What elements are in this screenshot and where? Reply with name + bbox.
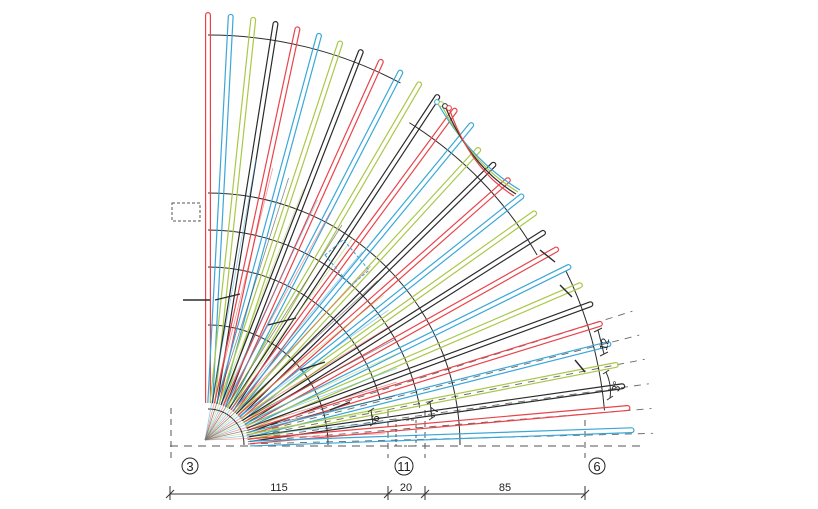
outer-tick-arc (207, 34, 401, 84)
cranked-bar (448, 107, 515, 197)
bar-leg-line (204, 309, 389, 441)
reinforcement-bar (228, 94, 441, 412)
bar-end-hook (446, 105, 452, 111)
reinforcement-bar (241, 229, 546, 426)
reinforcement-bar (246, 301, 594, 434)
reinforcement-bar (249, 405, 631, 445)
reinforcement-bar (222, 58, 384, 408)
dashed-radial-line (247, 358, 645, 438)
bar-leg-line (204, 294, 384, 441)
reinforcement-bars (204, 12, 635, 447)
axis-label-6: 6 (588, 457, 606, 475)
bar-leg-line (204, 433, 385, 441)
bar-leg-line (204, 408, 393, 441)
bar-leg-line (204, 381, 397, 441)
dashed-box-bottom (395, 419, 417, 447)
reinforcement-bar (232, 122, 475, 415)
bar-leg-line (204, 324, 393, 441)
cranked-bar (440, 103, 519, 193)
outer-tick-arc (409, 122, 538, 256)
tick-mark (214, 293, 241, 301)
reinforcement-bar (224, 69, 404, 410)
svg-text:3: 3 (186, 459, 193, 474)
bar-leg-line (204, 238, 353, 441)
cranked-bar (436, 101, 521, 191)
reinforcement-bar (247, 341, 612, 438)
small-dimension-6: 6 (367, 407, 383, 427)
dimension-marks (183, 99, 586, 411)
axis-label-11: 11 (394, 456, 414, 476)
tick-mark (574, 359, 586, 373)
reinforcement-bar (218, 40, 344, 407)
reinforcement-bar (247, 320, 603, 436)
bar-leg-line (204, 353, 397, 441)
reinforcement-bar (213, 26, 301, 405)
bar-leg-line (204, 224, 343, 441)
bar-leg-line (204, 265, 371, 441)
reinforcement-bar (237, 177, 511, 420)
axis-label-3: 3 (181, 457, 199, 475)
svg-text:11: 11 (397, 459, 411, 474)
bar-leg-line (204, 421, 390, 441)
bar-leg-line (204, 251, 363, 441)
bar-leg-line (204, 339, 396, 441)
angle-3deg-marker: 3° (602, 369, 624, 401)
reinforcement-bar (244, 264, 572, 430)
dashed-radial-line (247, 383, 649, 440)
reinforcement-bar (211, 21, 279, 405)
bar-leg-line (204, 168, 274, 441)
reinforcement-bar (226, 81, 423, 411)
dimension-115: 115 (270, 482, 288, 494)
reinforcement-bar (249, 427, 635, 447)
tick-mark (559, 284, 573, 298)
tick-mark (299, 361, 326, 371)
tick-mark (267, 317, 297, 326)
dimension-20: 20 (400, 482, 412, 494)
small-dimension-7: 7 (426, 399, 442, 421)
bar-leg-line (204, 367, 398, 441)
bar-leg-line (204, 395, 396, 441)
dimension-85: 85 (499, 482, 511, 494)
bar-leg-line (204, 188, 304, 441)
svg-text:6: 6 (593, 459, 600, 474)
construction-arc (207, 266, 381, 400)
reinforcement-bar (243, 246, 560, 428)
tick-mark (329, 401, 351, 411)
bar-leg-line (204, 280, 378, 441)
reinforcement-bar (248, 362, 619, 440)
dashed-radial-line (246, 334, 640, 436)
reinforcement-bar (240, 210, 538, 424)
reinforcement-bar (205, 12, 211, 403)
outer-tick-arc (565, 270, 605, 411)
dashed-box-left (171, 202, 201, 222)
bottom-dimension-line: 115 20 85 (165, 482, 590, 500)
cranked-bar (444, 105, 517, 195)
svg-text:7: 7 (429, 406, 442, 414)
dashed-radial-line (246, 310, 633, 434)
reinforcement-bar (245, 282, 583, 432)
reinforcement-bar (230, 107, 458, 413)
reinforcement-bar (249, 383, 626, 443)
bar-leg-line (204, 159, 257, 441)
reinforcement-bar (216, 32, 322, 406)
bar-leg-line (204, 211, 331, 441)
reinforcement-bar (220, 49, 364, 407)
tick-mark (539, 249, 556, 263)
reinforcement-bar (235, 161, 497, 418)
dimension-12: 12 (598, 337, 612, 351)
svg-text:6: 6 (370, 414, 383, 422)
bar-leg-line (204, 199, 318, 441)
reinforcement-bar (207, 13, 234, 404)
reinforcement-bar (234, 147, 482, 417)
bar-leg-line (204, 177, 289, 441)
reinforcement-bar (239, 193, 525, 422)
dashed-radial-line (247, 432, 653, 445)
angle-3deg-label: 3° (610, 380, 624, 392)
dimension-12-marker: 12 (593, 327, 612, 357)
reinforcement-bar (209, 16, 257, 404)
